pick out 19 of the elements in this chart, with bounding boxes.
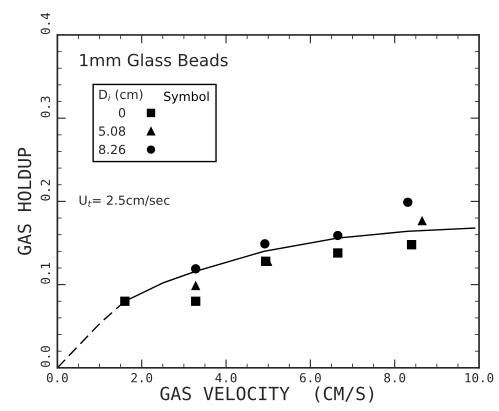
annotation: Symbol [164, 91, 209, 104]
legend-title: D$_{i}$ (cm) [99, 89, 142, 101]
legend-label: 0 [118, 108, 126, 118]
y-tick-label: 0.0 [40, 346, 50, 368]
legend-label: 8.26 [99, 144, 126, 154]
y-axis-title: GAS HOLDUP [18, 148, 32, 255]
x-tick-label: 2.0 [131, 372, 152, 382]
y-tick-label: 0.3 [40, 96, 50, 118]
x-tick-label: 4.0 [215, 372, 237, 382]
x-axis-title: GAS VELOCITY (CM/S) [160, 386, 374, 402]
x-tick-label: 10.0 [465, 372, 494, 382]
annotation: U$_{t}$= 2.5cm/sec [80, 195, 170, 207]
legend-label: 5.08 [99, 126, 126, 136]
y-tick-label: 0.4 [40, 12, 50, 34]
y-tick-label: 0.2 [40, 180, 50, 201]
y-tick-label: 0.1 [40, 262, 50, 284]
x-tick-label: 8.0 [384, 372, 406, 382]
annotation: 1mm Glass Beads [80, 54, 228, 66]
x-tick-label: 6.0 [300, 372, 321, 382]
